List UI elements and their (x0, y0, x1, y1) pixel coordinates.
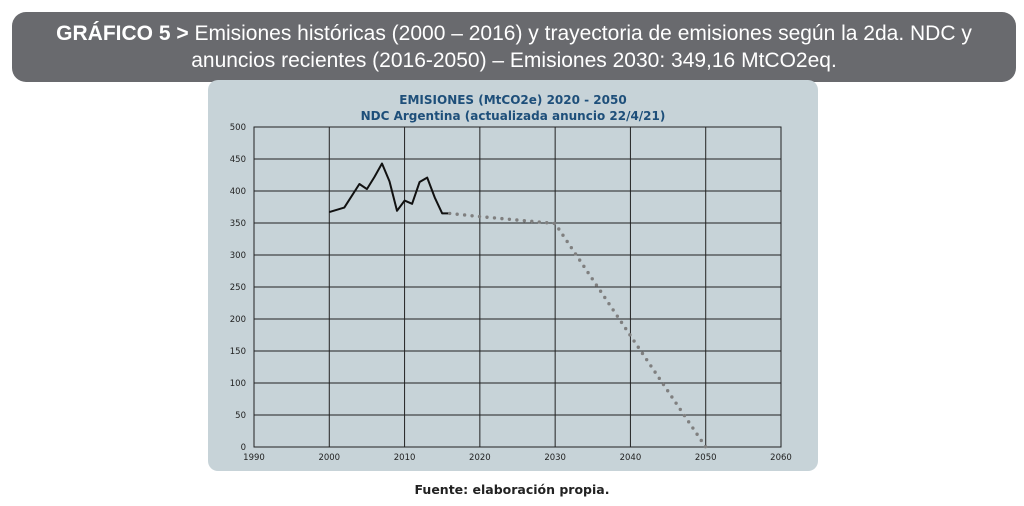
source-note: Fuente: elaboración propia. (414, 482, 610, 497)
y-tick-label: 100 (230, 379, 246, 389)
chart-title: EMISIONES (MtCO2e) 2020 - 2050 (399, 93, 626, 107)
x-tick-label: 2030 (544, 453, 566, 463)
x-tick-label: 2050 (695, 453, 717, 463)
y-tick-label: 50 (235, 411, 246, 421)
data-series (329, 162, 708, 449)
y-tick-label: 400 (230, 187, 246, 197)
chart-header-title: Emisiones históricas (2000 – 2016) y tra… (191, 22, 972, 72)
x-tick-label: 2060 (770, 453, 792, 463)
y-tick-label: 250 (230, 283, 246, 293)
y-tick-label: 500 (230, 123, 246, 133)
y-tick-label: 150 (230, 347, 246, 357)
chart-subtitle: NDC Argentina (actualizada anuncio 22/4/… (361, 109, 666, 123)
x-tick-label: 2010 (394, 453, 416, 463)
y-tick-label: 300 (230, 251, 246, 261)
chart-panel: EMISIONES (MtCO2e) 2020 - 2050 NDC Argen… (208, 80, 818, 471)
x-tick-label: 1990 (243, 453, 265, 463)
y-tick-label: 0 (241, 443, 246, 453)
grid-lines (253, 126, 782, 448)
historical-series-line (329, 162, 450, 215)
chart-header-banner: GRÁFICO 5 > Emisiones históricas (2000 –… (12, 12, 1016, 82)
x-tick-label: 2040 (620, 453, 642, 463)
x-tick-label: 2020 (469, 453, 491, 463)
y-tick-label: 450 (230, 155, 246, 165)
x-tick-label: 2000 (318, 453, 340, 463)
tick-labels: 1990 2000 2010 2020 2030 2040 2050 2060 0 50 100 15… (230, 123, 792, 463)
projection-series-line (447, 211, 708, 449)
emissions-chart: EMISIONES (MtCO2e) 2020 - 2050 NDC Argen… (230, 93, 792, 463)
y-tick-label: 350 (230, 219, 246, 229)
y-tick-label: 200 (230, 315, 246, 325)
chart-number-label: GRÁFICO 5 > (56, 22, 189, 45)
